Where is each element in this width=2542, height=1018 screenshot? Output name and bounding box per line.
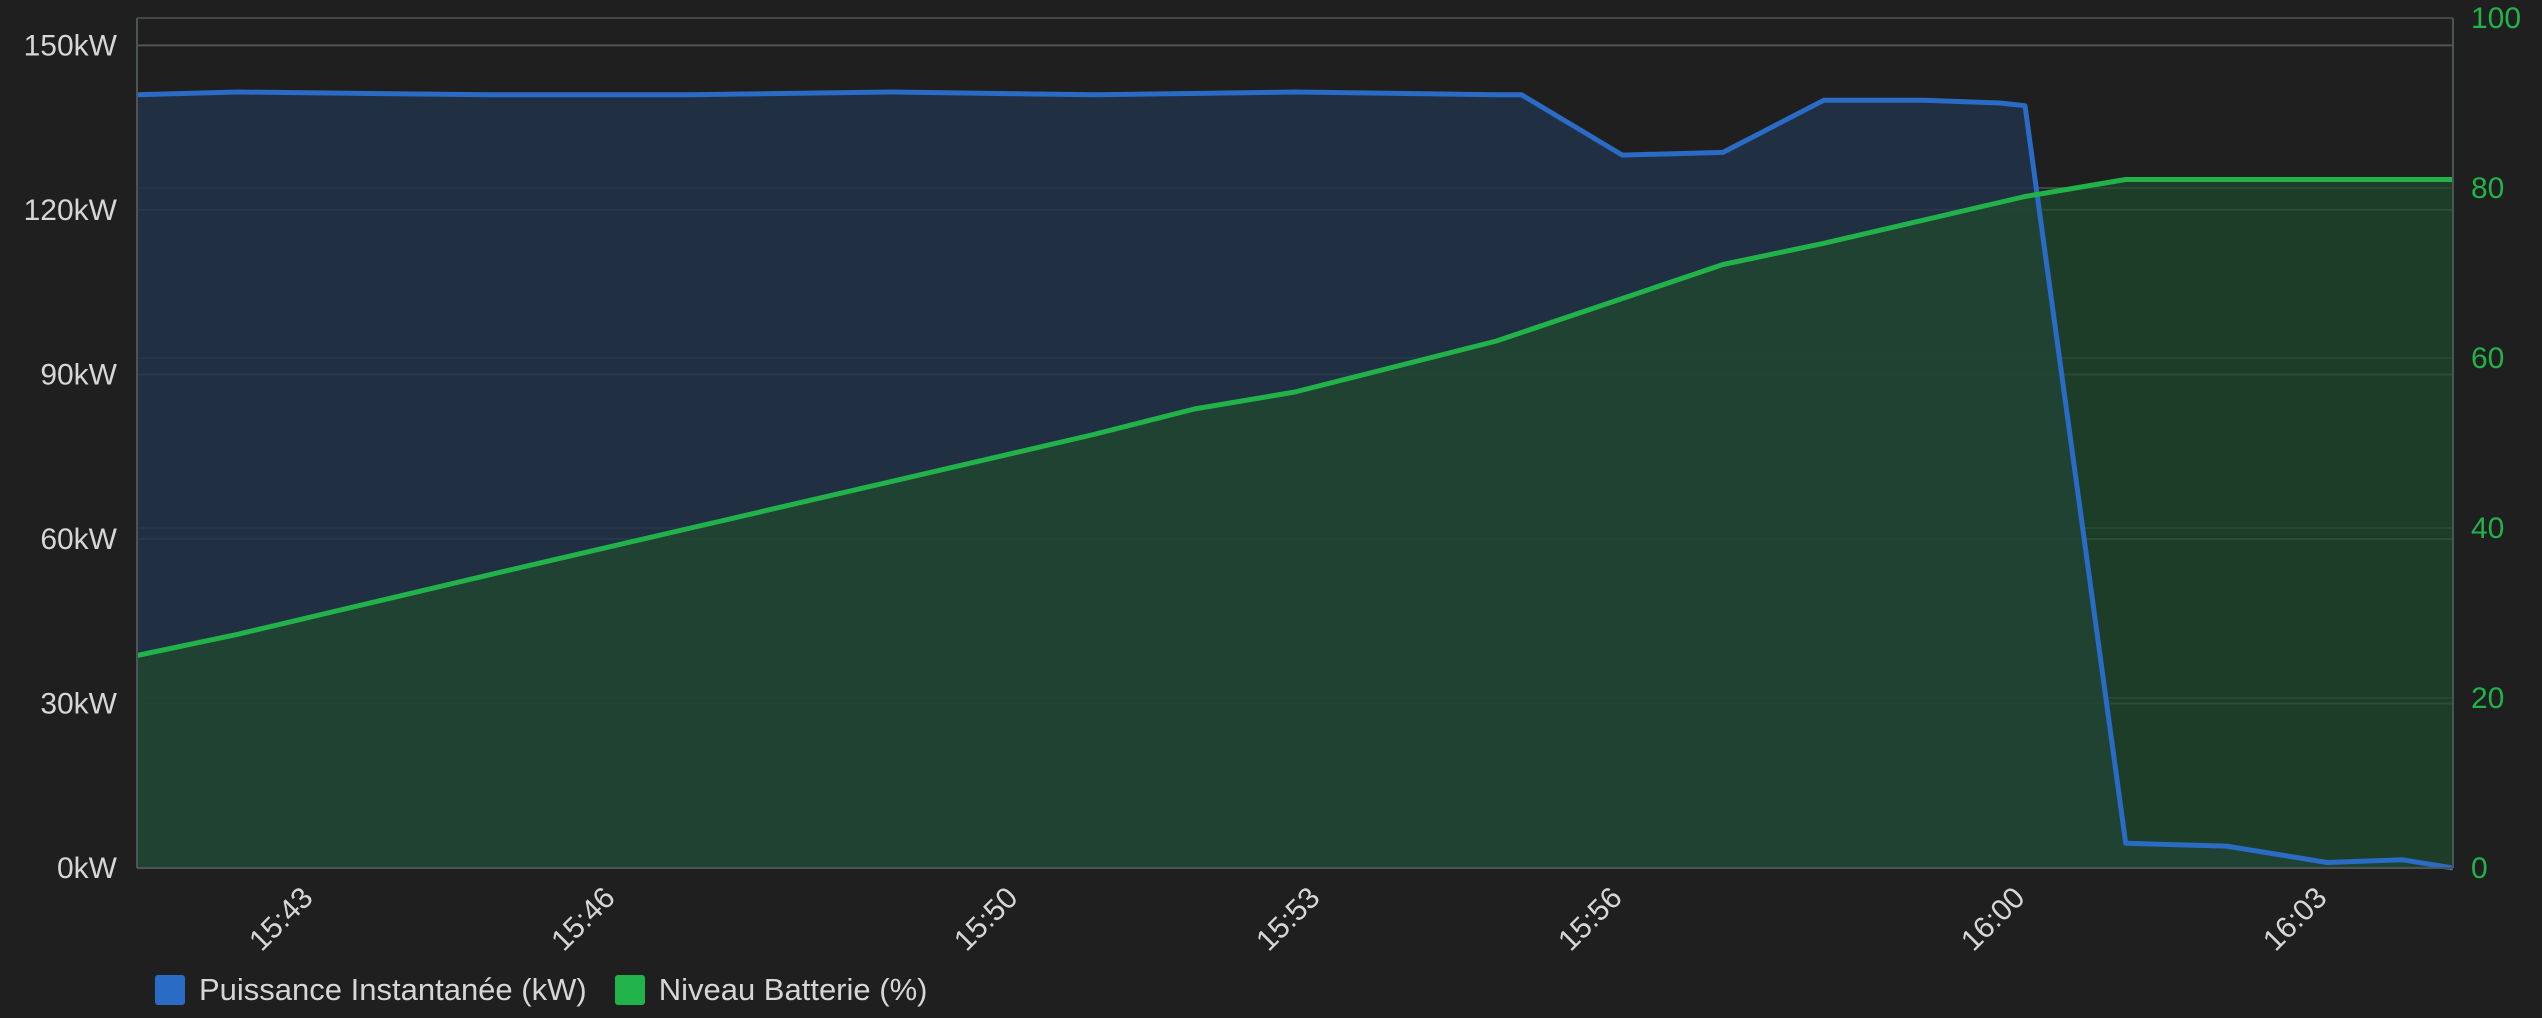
y-right-tick-label: 40 <box>2471 512 2504 545</box>
y-left-tick-label: 30kW <box>40 687 117 720</box>
y-right-tick-label: 80 <box>2471 172 2504 205</box>
y-right-tick-label: 60 <box>2471 342 2504 375</box>
x-tick-label: 16:03 <box>2257 881 2333 957</box>
legend-item-power[interactable]: Puissance Instantanée (kW) <box>155 972 587 1008</box>
y-left-tick-label: 90kW <box>40 358 117 391</box>
y-left-tick-label: 0kW <box>57 852 118 885</box>
x-tick-label: 15:56 <box>1552 881 1628 957</box>
y-left-tick-label: 120kW <box>24 194 118 227</box>
x-tick-label: 16:00 <box>1955 881 2031 957</box>
series-area-battery <box>137 179 2453 868</box>
legend-label-battery: Niveau Batterie (%) <box>658 972 928 1007</box>
y-left-tick-label: 60kW <box>40 523 117 556</box>
x-tick-label: 15:53 <box>1250 881 1326 957</box>
series-line-power <box>136 89 2454 871</box>
series-line-battery <box>136 177 2453 658</box>
legend-label-power: Puissance Instantanée (kW) <box>199 972 587 1007</box>
legend: Puissance Instantanée (kW) Niveau Batter… <box>155 970 927 1010</box>
x-tick-label: 15:43 <box>243 881 319 957</box>
legend-swatch-battery <box>614 975 645 1005</box>
x-tick-label: 15:46 <box>545 881 621 957</box>
y-left-tick-label: 150kW <box>24 29 118 62</box>
legend-item-battery[interactable]: Niveau Batterie (%) <box>614 972 928 1008</box>
legend-swatch-power <box>155 975 185 1005</box>
x-tick-label: 15:50 <box>948 881 1024 957</box>
y-right-tick-label: 0 <box>2471 852 2488 885</box>
y-right-tick-label: 20 <box>2471 682 2504 715</box>
y-right-tick-label: 100 <box>2471 2 2521 35</box>
